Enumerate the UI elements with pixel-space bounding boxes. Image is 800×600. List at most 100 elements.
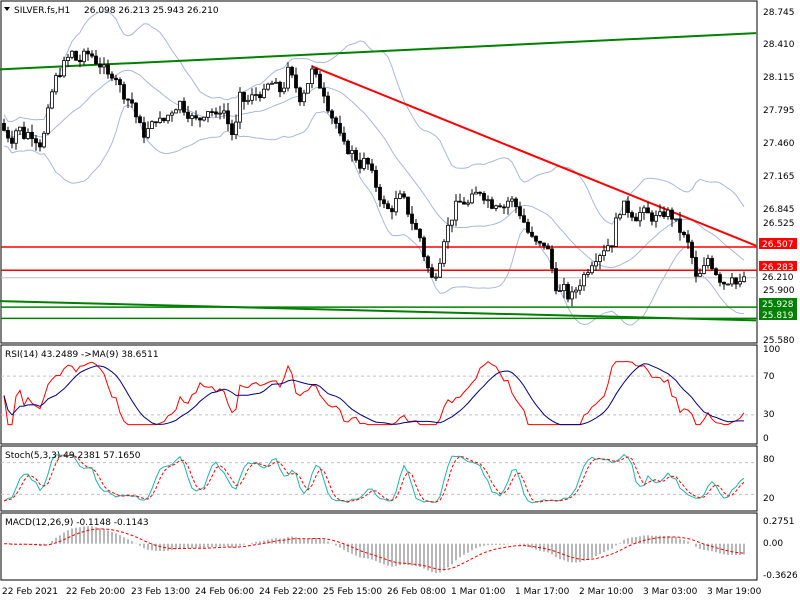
candle-body bbox=[502, 206, 506, 209]
time-tick: 23 Feb 13:00 bbox=[131, 587, 190, 597]
candle-body bbox=[550, 248, 554, 269]
svg-text:26.210: 26.210 bbox=[762, 273, 794, 283]
dropdown-triangle-icon[interactable] bbox=[4, 7, 10, 11]
candle-body bbox=[406, 196, 410, 215]
candle-body bbox=[402, 193, 406, 198]
level-tag-25928: 25.928 bbox=[759, 298, 797, 310]
candle-body bbox=[74, 50, 78, 61]
candle-body bbox=[466, 202, 470, 205]
candle-body bbox=[730, 277, 734, 285]
candle-body bbox=[94, 55, 98, 65]
level-tag-26283: 26.283 bbox=[759, 261, 797, 273]
stoch-d-line bbox=[3, 454, 745, 503]
time-tick: 2 Mar 10:00 bbox=[579, 587, 634, 597]
candle-body bbox=[378, 186, 382, 201]
candle-body bbox=[486, 199, 490, 202]
candle-body bbox=[562, 283, 566, 291]
candle-body bbox=[150, 121, 154, 129]
candle-body bbox=[598, 255, 602, 263]
candle-body bbox=[434, 276, 438, 279]
time-tick: 25 Feb 15:00 bbox=[323, 587, 382, 597]
candle-body bbox=[338, 123, 342, 134]
time-tick: 24 Feb 06:00 bbox=[195, 587, 254, 597]
candle-body bbox=[366, 157, 370, 165]
candle-body bbox=[10, 137, 14, 144]
svg-text:25.928: 25.928 bbox=[762, 300, 794, 310]
candle-body bbox=[314, 68, 318, 75]
candle-body bbox=[194, 115, 198, 119]
svg-text:26.283: 26.283 bbox=[762, 263, 794, 273]
macd-tick: -0.3626 bbox=[763, 571, 798, 581]
time-tick: 22 Feb 2021 bbox=[2, 587, 58, 597]
candle-body bbox=[126, 98, 130, 101]
candle-body bbox=[526, 221, 530, 233]
candle-body bbox=[302, 92, 306, 103]
candle-body bbox=[634, 216, 638, 222]
candle-body bbox=[682, 231, 686, 236]
candle-body bbox=[42, 132, 46, 148]
candle-body bbox=[238, 91, 242, 123]
candle-body bbox=[742, 276, 746, 282]
candle-body bbox=[710, 258, 714, 270]
candle-body bbox=[106, 64, 110, 75]
candle-body bbox=[326, 95, 330, 112]
candle-body bbox=[454, 200, 458, 221]
candle-body bbox=[350, 149, 354, 154]
rsi-title: RSI(14) 43.2489 ->MA(9) 38.6511 bbox=[5, 350, 159, 360]
candle-body bbox=[266, 83, 270, 90]
candle-body bbox=[382, 199, 386, 205]
rsi-tick: 70 bbox=[763, 372, 775, 382]
candle-body bbox=[258, 94, 262, 98]
candle-body bbox=[62, 60, 66, 77]
candle-body bbox=[90, 53, 94, 57]
candle-body bbox=[98, 63, 102, 68]
stoch-tick: 80 bbox=[763, 455, 775, 465]
candle-body bbox=[546, 245, 550, 250]
candle-body bbox=[206, 111, 210, 118]
candle-body bbox=[2, 123, 6, 131]
time-tick: 3 Mar 19:00 bbox=[707, 587, 762, 597]
candle-body bbox=[78, 59, 82, 63]
level-tag-26507: 26.507 bbox=[759, 238, 797, 250]
candle-body bbox=[738, 281, 742, 285]
price-tick: 25.900 bbox=[763, 286, 795, 296]
candle-body bbox=[306, 83, 310, 94]
candle-body bbox=[214, 111, 218, 115]
candle-body bbox=[18, 126, 22, 132]
macd-panel bbox=[0, 512, 758, 581]
candle-body bbox=[178, 100, 182, 111]
candle-body bbox=[578, 285, 582, 291]
candle-body bbox=[626, 200, 630, 214]
candle-body bbox=[262, 88, 266, 98]
candle-body bbox=[414, 222, 418, 230]
candle-body bbox=[322, 87, 326, 97]
price-tick: 27.460 bbox=[763, 139, 795, 149]
candle-body bbox=[478, 191, 482, 194]
candle-body bbox=[34, 138, 38, 144]
candle-body bbox=[6, 129, 10, 139]
candle-body bbox=[538, 240, 542, 244]
candle-body bbox=[70, 50, 74, 58]
candle-body bbox=[358, 159, 362, 169]
candle-body bbox=[50, 91, 54, 109]
candle-body bbox=[246, 99, 250, 102]
price-panel bbox=[0, 0, 758, 344]
svg-text:26.507: 26.507 bbox=[762, 240, 794, 250]
candle-body bbox=[26, 131, 30, 139]
candle-body bbox=[638, 212, 642, 222]
candle-body bbox=[646, 207, 650, 214]
price-axis: 28.745 28.410 28.115 27.795 27.460 27.16… bbox=[763, 8, 795, 346]
time-tick: 1 Mar 17:00 bbox=[515, 587, 570, 597]
candle-body bbox=[102, 64, 106, 68]
candle-body bbox=[234, 121, 238, 135]
candle-body bbox=[422, 237, 426, 258]
rsi-ma-line bbox=[3, 363, 744, 426]
price-tick: 28.115 bbox=[763, 73, 795, 83]
candle-body bbox=[226, 110, 230, 125]
time-tick: 1 Mar 01:00 bbox=[451, 587, 506, 597]
candle-body bbox=[346, 140, 350, 154]
candle-body bbox=[334, 117, 338, 124]
candle-body bbox=[130, 99, 134, 104]
candle-body bbox=[606, 245, 610, 252]
